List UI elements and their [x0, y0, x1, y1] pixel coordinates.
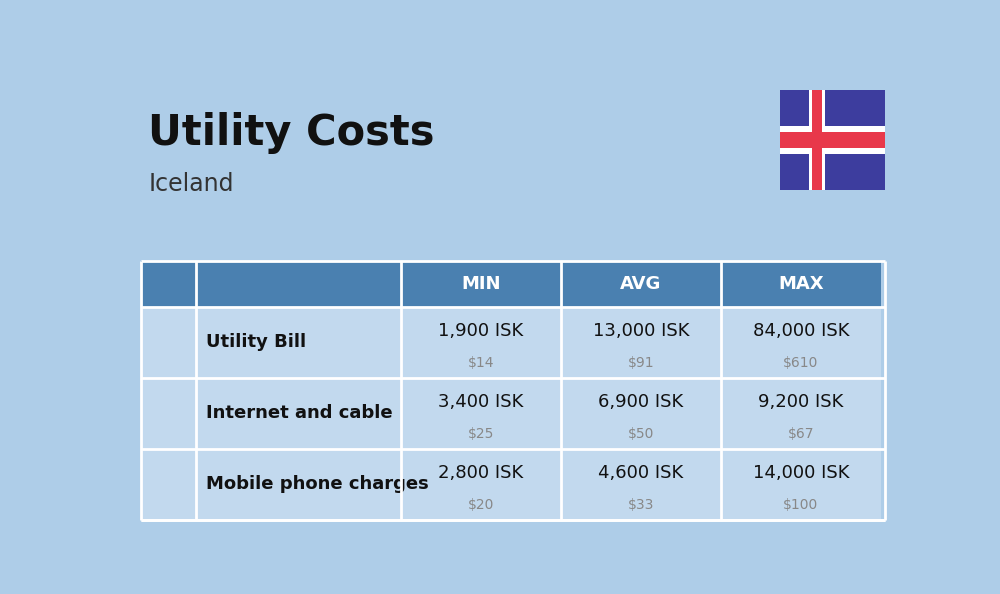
Text: $20: $20 [468, 498, 494, 511]
Text: Iceland: Iceland [148, 172, 234, 196]
Text: 3,400 ISK: 3,400 ISK [438, 393, 524, 410]
Bar [809, 90, 825, 190]
Text: 13,000 ISK: 13,000 ISK [593, 322, 689, 340]
Bar [561, 448, 721, 520]
Bar [561, 378, 721, 448]
Text: $67: $67 [788, 426, 814, 441]
Bar [196, 378, 401, 448]
Bar [196, 261, 401, 307]
Text: Internet and cable: Internet and cable [206, 404, 392, 422]
Bar [780, 132, 885, 148]
Text: $33: $33 [628, 498, 654, 511]
Text: MAX: MAX [778, 275, 824, 293]
Text: 6,900 ISK: 6,900 ISK [598, 393, 683, 410]
Text: AVG: AVG [620, 275, 662, 293]
Text: $610: $610 [783, 356, 818, 370]
Text: $14: $14 [468, 356, 494, 370]
Bar [140, 448, 196, 520]
Bar [401, 307, 561, 378]
Bar [721, 307, 881, 378]
Bar [140, 378, 196, 448]
Text: $100: $100 [783, 498, 818, 511]
Bar [780, 126, 885, 154]
Bar [812, 90, 822, 190]
Bar [196, 307, 401, 378]
Text: Mobile phone charges: Mobile phone charges [206, 475, 428, 493]
Bar [140, 307, 196, 378]
Text: 2,800 ISK: 2,800 ISK [438, 464, 524, 482]
Bar [401, 378, 561, 448]
Bar [561, 307, 721, 378]
Text: Utility Costs: Utility Costs [148, 112, 435, 154]
Text: 4,600 ISK: 4,600 ISK [598, 464, 683, 482]
Text: $25: $25 [468, 426, 494, 441]
Bar [721, 448, 881, 520]
Bar [721, 378, 881, 448]
Bar [401, 261, 561, 307]
Bar [140, 261, 196, 307]
Text: $91: $91 [628, 356, 654, 370]
Bar [721, 261, 881, 307]
Text: $50: $50 [628, 426, 654, 441]
Text: 14,000 ISK: 14,000 ISK [753, 464, 849, 482]
Bar [561, 261, 721, 307]
Bar [780, 90, 885, 190]
Text: 84,000 ISK: 84,000 ISK [753, 322, 849, 340]
Bar [401, 448, 561, 520]
Text: 9,200 ISK: 9,200 ISK [758, 393, 843, 410]
Text: MIN: MIN [461, 275, 501, 293]
Text: 1,900 ISK: 1,900 ISK [438, 322, 524, 340]
Text: Utility Bill: Utility Bill [206, 333, 306, 351]
Bar [196, 448, 401, 520]
